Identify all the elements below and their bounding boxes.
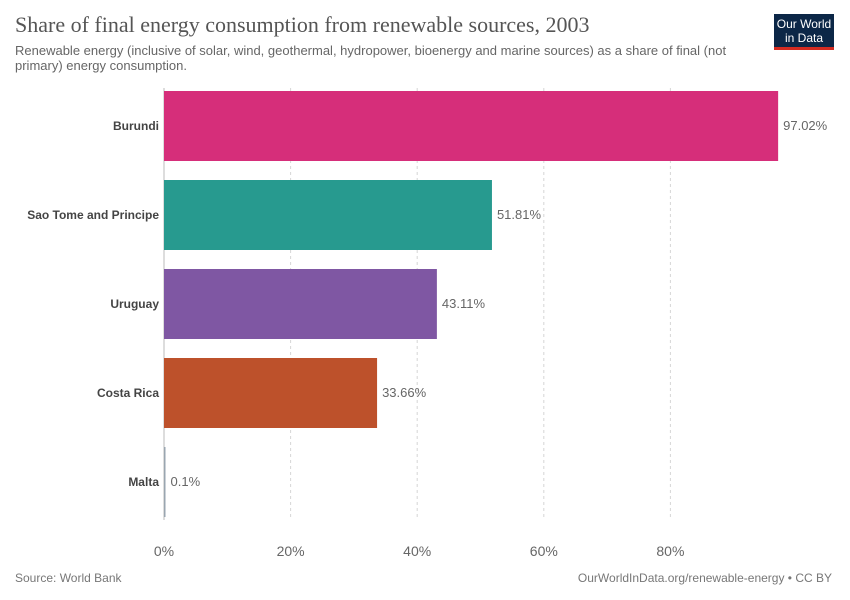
logo-line-2: in Data (784, 31, 824, 45)
bar (164, 358, 378, 428)
bar (164, 180, 492, 250)
chart-subtitle: Renewable energy (inclusive of solar, wi… (15, 43, 727, 73)
logo-line-1: Our World (776, 17, 832, 31)
category-label: Burundi (113, 119, 159, 133)
value-label: 0.1% (171, 474, 201, 489)
category-label: Costa Rica (97, 386, 159, 400)
value-label: 97.02% (783, 118, 828, 133)
owid-logo[interactable]: Our World in Data (774, 14, 834, 50)
x-tick-label: 80% (656, 543, 684, 559)
category-label: Malta (128, 475, 159, 489)
x-tick-label: 40% (403, 543, 431, 559)
bar (164, 447, 166, 517)
x-tick-label: 20% (277, 543, 305, 559)
x-tick-label: 60% (530, 543, 558, 559)
chart-title: Share of final energy consumption from r… (15, 12, 590, 37)
category-label: Sao Tome and Principe (27, 208, 159, 222)
source-note[interactable]: Source: World Bank (15, 571, 122, 585)
value-label: 43.11% (442, 296, 486, 311)
category-label: Uruguay (110, 297, 159, 311)
credit-note[interactable]: OurWorldInData.org/renewable-energy • CC… (577, 571, 832, 585)
x-tick-label: 0% (154, 543, 174, 559)
bar (164, 91, 779, 161)
bar (164, 269, 437, 339)
value-label: 51.81% (497, 207, 542, 222)
value-label: 33.66% (382, 385, 427, 400)
